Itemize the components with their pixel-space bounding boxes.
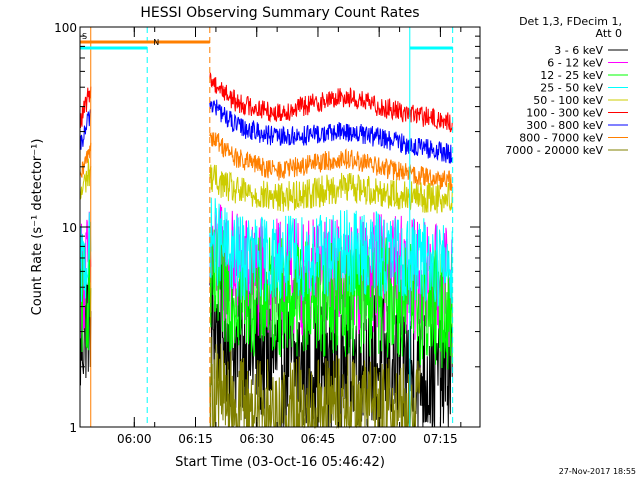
series-line [79, 99, 453, 164]
flag-label: N [153, 38, 159, 47]
x-tick-label: 06:30 [239, 432, 274, 446]
x-axis-label: Start Time (03-Oct-16 05:46:42) [175, 455, 385, 470]
timestamp-label: 27-Nov-2017 18:55 [559, 467, 636, 476]
legend-entry-label: 300 - 800 keV [526, 119, 603, 132]
series-line [79, 132, 453, 191]
legend-entry-label: 3 - 6 keV [554, 44, 603, 57]
legend-header: Det 1,3, FDecim 1, [519, 15, 622, 28]
legend-entry-label: 12 - 25 keV [540, 69, 603, 82]
x-tick-label: 06:15 [178, 432, 213, 446]
series-line [79, 197, 453, 307]
y-tick-label: 10 [62, 221, 77, 235]
legend-entry-label: 7000 - 20000 keV [505, 144, 603, 157]
legend-entry-label: 50 - 100 keV [533, 94, 603, 107]
y-axis-label: Count Rate (s⁻¹ detector⁻¹) [30, 139, 45, 316]
chart-title: HESSI Observing Summary Count Rates [140, 5, 419, 21]
y-tick-label: 1 [69, 421, 77, 435]
axis-layer: 06:00 06:15 06:30 06:45 07:00 07:15 1 10 100 [54, 21, 480, 446]
x-tick-label: 06:00 [117, 432, 152, 446]
legend-entry-label: 6 - 12 keV [547, 57, 603, 70]
legend-entry-label: 25 - 50 keV [540, 82, 603, 95]
series-line [79, 158, 453, 214]
legend-header: Att 0 [596, 27, 622, 40]
x-tick-label: 07:00 [362, 432, 397, 446]
x-tick-label: 07:15 [423, 432, 458, 446]
series-layer [79, 72, 453, 429]
x-tick-label: 06:45 [301, 432, 336, 446]
series-line [79, 72, 453, 133]
legend-entry-label: 100 - 300 keV [526, 107, 603, 120]
y-tick-label: 100 [54, 21, 77, 35]
legend-entry-label: 800 - 7000 keV [519, 132, 603, 145]
